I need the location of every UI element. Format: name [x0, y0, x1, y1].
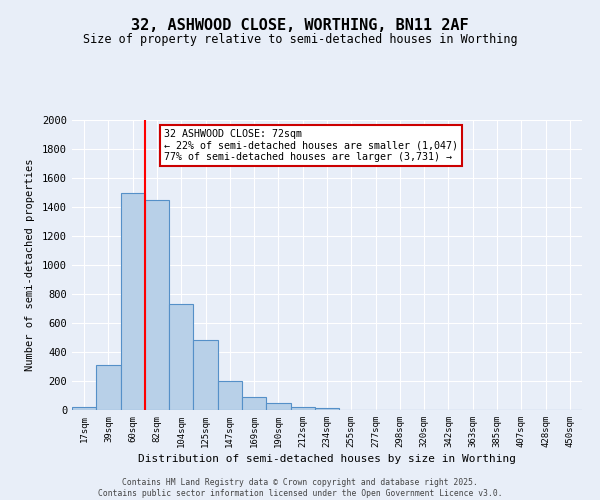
- Text: 32, ASHWOOD CLOSE, WORTHING, BN11 2AF: 32, ASHWOOD CLOSE, WORTHING, BN11 2AF: [131, 18, 469, 32]
- Bar: [193, 340, 218, 410]
- Bar: [315, 408, 339, 410]
- X-axis label: Distribution of semi-detached houses by size in Worthing: Distribution of semi-detached houses by …: [138, 454, 516, 464]
- Bar: [72, 407, 96, 410]
- Bar: [169, 304, 193, 410]
- Text: 32 ASHWOOD CLOSE: 72sqm
← 22% of semi-detached houses are smaller (1,047)
77% of: 32 ASHWOOD CLOSE: 72sqm ← 22% of semi-de…: [164, 128, 458, 162]
- Bar: [96, 365, 121, 410]
- Y-axis label: Number of semi-detached properties: Number of semi-detached properties: [25, 159, 35, 371]
- Bar: [145, 200, 169, 410]
- Bar: [290, 407, 315, 410]
- Bar: [266, 403, 290, 410]
- Text: Contains HM Land Registry data © Crown copyright and database right 2025.
Contai: Contains HM Land Registry data © Crown c…: [98, 478, 502, 498]
- Bar: [218, 381, 242, 410]
- Text: Size of property relative to semi-detached houses in Worthing: Size of property relative to semi-detach…: [83, 32, 517, 46]
- Bar: [242, 397, 266, 410]
- Bar: [121, 192, 145, 410]
